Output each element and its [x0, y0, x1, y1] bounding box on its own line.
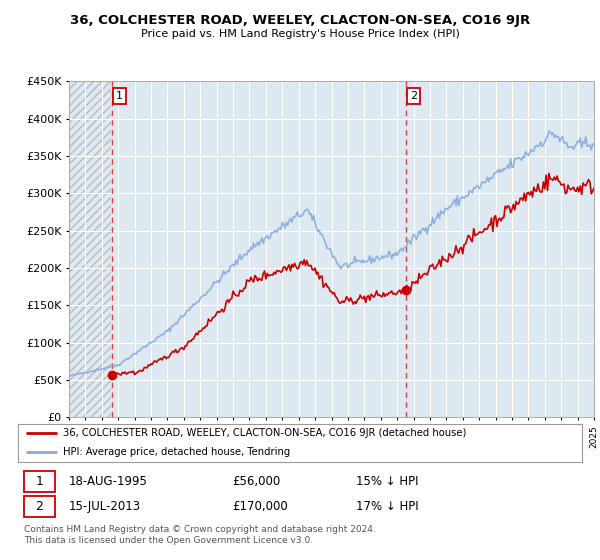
Text: 36, COLCHESTER ROAD, WEELEY, CLACTON-ON-SEA, CO16 9JR: 36, COLCHESTER ROAD, WEELEY, CLACTON-ON-… — [70, 14, 530, 27]
Text: 2: 2 — [410, 91, 417, 101]
Bar — [23, 496, 55, 517]
Text: 17% ↓ HPI: 17% ↓ HPI — [356, 500, 419, 513]
Bar — [23, 470, 55, 492]
Text: 2: 2 — [35, 500, 43, 513]
Text: 1: 1 — [35, 475, 43, 488]
Text: 36, COLCHESTER ROAD, WEELEY, CLACTON-ON-SEA, CO16 9JR (detached house): 36, COLCHESTER ROAD, WEELEY, CLACTON-ON-… — [63, 428, 466, 438]
Text: 1: 1 — [116, 91, 123, 101]
Text: 18-AUG-1995: 18-AUG-1995 — [69, 475, 148, 488]
Text: 15-JUL-2013: 15-JUL-2013 — [69, 500, 141, 513]
Text: 15% ↓ HPI: 15% ↓ HPI — [356, 475, 419, 488]
Text: HPI: Average price, detached house, Tendring: HPI: Average price, detached house, Tend… — [63, 447, 290, 458]
Text: Price paid vs. HM Land Registry's House Price Index (HPI): Price paid vs. HM Land Registry's House … — [140, 29, 460, 39]
Text: £56,000: £56,000 — [232, 475, 281, 488]
Text: Contains HM Land Registry data © Crown copyright and database right 2024.
This d: Contains HM Land Registry data © Crown c… — [24, 525, 376, 545]
Text: £170,000: £170,000 — [232, 500, 288, 513]
